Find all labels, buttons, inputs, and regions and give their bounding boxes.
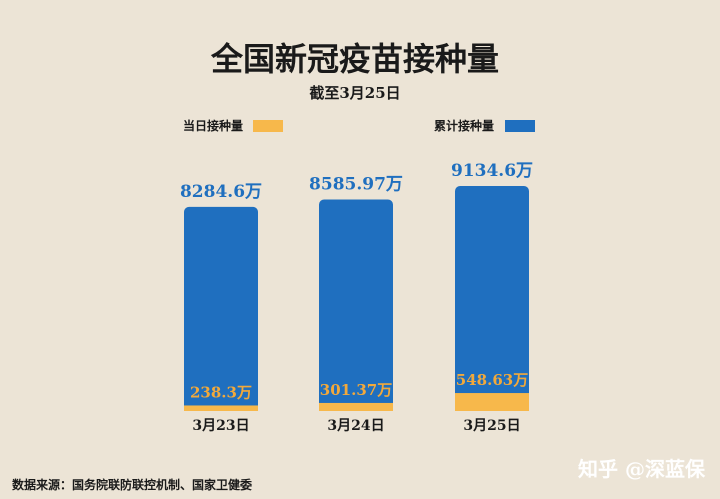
legend-total-swatch bbox=[505, 120, 535, 132]
category-label: 3月25日 bbox=[463, 418, 520, 434]
data-source: 数据来源：国务院联防联控机制、国家卫健委 bbox=[12, 477, 253, 492]
total-value-label: 8284.6万 bbox=[180, 182, 262, 202]
total-value-label: 8585.97万 bbox=[309, 175, 403, 195]
chart-subtitle: 截至3月25日 bbox=[309, 84, 400, 102]
daily-value-label: 301.37万 bbox=[320, 381, 392, 399]
daily-value-label: 548.63万 bbox=[456, 371, 528, 389]
bars: 8284.6万 238.3万 3月23日 8585.97万 301.37万 3月24日 91… bbox=[180, 161, 533, 434]
legend-daily-swatch bbox=[253, 120, 283, 132]
bar-total-2 bbox=[319, 199, 393, 411]
daily-value-label: 238.3万 bbox=[190, 383, 252, 401]
bar-total-3 bbox=[455, 186, 529, 411]
brand-watermark: 知乎 @深蓝保 bbox=[578, 457, 706, 481]
category-label: 3月24日 bbox=[327, 418, 384, 434]
bar-total-1 bbox=[184, 206, 258, 411]
legend-total-label: 累计接种量 bbox=[434, 118, 494, 133]
legend-daily-label: 当日接种量 bbox=[183, 118, 243, 133]
chart-title: 全国新冠疫苗接种量 bbox=[210, 40, 499, 78]
legend: 当日接种量 累计接种量 bbox=[183, 118, 535, 133]
total-value-label: 9134.6万 bbox=[451, 161, 533, 181]
category-label: 3月23日 bbox=[192, 418, 249, 434]
bar-daily-2 bbox=[319, 402, 393, 411]
bar-daily-1 bbox=[184, 405, 258, 411]
bar-daily-3 bbox=[455, 393, 529, 411]
